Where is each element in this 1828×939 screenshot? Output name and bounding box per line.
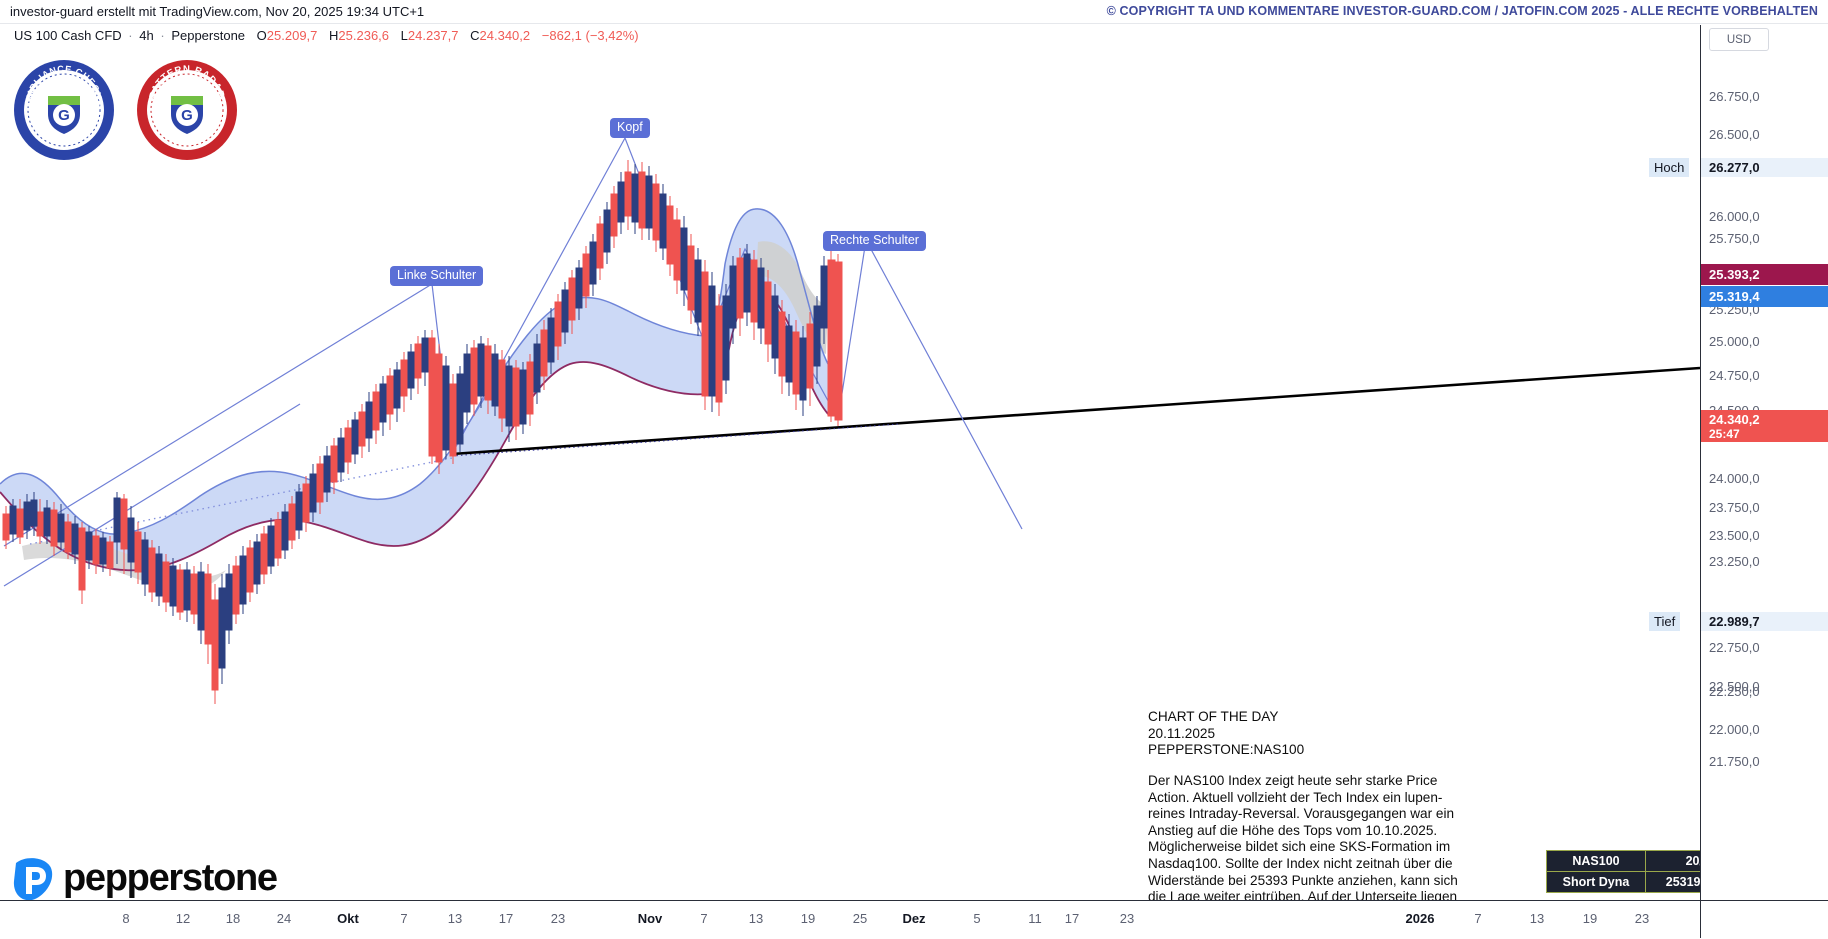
time-tick: 19 xyxy=(1582,911,1598,926)
price-tick: 25.750,0 xyxy=(1709,231,1760,246)
time-tick: Okt xyxy=(337,911,359,926)
shield-icon: G xyxy=(48,96,80,134)
legend-symbol[interactable]: US 100 Cash CFD xyxy=(14,28,122,43)
svg-text:G: G xyxy=(181,107,193,124)
legend-high-label: H xyxy=(329,28,339,43)
time-tick: 23 xyxy=(1119,911,1135,926)
legend-open-label: O xyxy=(256,28,267,43)
currency-chip: USD xyxy=(1709,28,1769,51)
price-tick: 24.750,0 xyxy=(1709,368,1760,383)
price-tick: 25.000,0 xyxy=(1709,334,1760,349)
price-tick: 22.000,0 xyxy=(1709,722,1760,737)
price-tick: 22.500,0 xyxy=(1709,679,1760,694)
legend-low-label: L xyxy=(400,28,408,43)
time-tick: 5 xyxy=(973,911,981,926)
legend-low-value: 24.237,7 xyxy=(407,28,459,43)
svg-text:G: G xyxy=(58,107,70,124)
high-marker-chip: Hoch xyxy=(1649,158,1690,177)
time-tick: 7 xyxy=(700,911,708,926)
price-tick: 26.750,0 xyxy=(1709,89,1760,104)
projection-path xyxy=(837,238,1023,530)
time-tick: Dez xyxy=(902,911,926,926)
price-tick: 26.000,0 xyxy=(1709,209,1760,224)
legend-interval[interactable]: 4h xyxy=(139,28,154,43)
time-tick: 18 xyxy=(225,911,241,926)
time-tick: 7 xyxy=(1474,911,1482,926)
support-trendline xyxy=(451,366,1700,456)
info-instrument: NAS100 xyxy=(1547,851,1646,872)
time-tick: 13 xyxy=(748,911,764,926)
chart-legend[interactable]: US 100 Cash CFD · 4h · Pepperstone O25.2… xyxy=(14,28,639,43)
time-tick: 2026 xyxy=(1405,911,1435,926)
shield-icon: G xyxy=(171,96,203,134)
price-tick: 21.750,0 xyxy=(1709,754,1760,769)
time-tick: 19 xyxy=(800,911,816,926)
channel-upper-line xyxy=(3,283,433,547)
low-marker-chip: Tief xyxy=(1649,612,1681,631)
low-marker: 22.989,7 xyxy=(1701,612,1828,631)
time-tick: 23 xyxy=(1634,911,1650,926)
pepperstone-mark-icon xyxy=(13,858,53,901)
legend-close-value: 24.340,2 xyxy=(479,28,531,43)
support-trendline-dotted xyxy=(451,423,901,457)
time-tick: 12 xyxy=(175,911,191,926)
time-tick: Nov xyxy=(637,911,663,926)
legend-open-value: 25.209,7 xyxy=(266,28,318,43)
pattern-label-linke-schulter[interactable]: Linke Schulter xyxy=(390,266,484,286)
channel-dotted-line xyxy=(29,457,453,545)
last-price-label-value: 24.340,2 xyxy=(1709,411,1760,427)
badge-compliance-checked: COMPLIANCE CHECKED INVESTOR-GUARD G xyxy=(12,58,116,162)
time-tick: 24 xyxy=(276,911,292,926)
price-tick: 26.500,0 xyxy=(1709,127,1760,142)
channel-lower-line xyxy=(3,403,301,587)
time-tick: 7 xyxy=(400,911,408,926)
pepperstone-logo: pepperstone xyxy=(12,855,278,901)
commentary-heading: CHART OF THE DAY 20.11.2025 PEPPERSTONE:… xyxy=(1148,709,1305,758)
support-label-value: 25.319,4 xyxy=(1709,288,1760,304)
attribution-text: investor-guard erstellt mit TradingView.… xyxy=(10,4,425,19)
pattern-label-rechte-schulter[interactable]: Rechte Schulter xyxy=(823,231,926,251)
header-divider xyxy=(0,23,1828,24)
price-tick: 23.750,0 xyxy=(1709,500,1760,515)
legend-sep-1: · xyxy=(128,28,133,43)
info-signal: Short Dyna xyxy=(1547,871,1646,892)
high-marker: 26.277,0 xyxy=(1701,158,1828,177)
price-tick: 22.250,0 xyxy=(1709,684,1760,699)
legend-change: −862,1 (−3,42%) xyxy=(541,28,639,43)
candlestick-series xyxy=(2,160,843,704)
time-tick: 23 xyxy=(550,911,566,926)
axis-corner-divider xyxy=(1700,901,1701,938)
time-tick: 17 xyxy=(498,911,514,926)
resistance-label-value: 25.393,2 xyxy=(1709,266,1760,282)
support-label: 25.319,4 xyxy=(1701,285,1828,307)
price-tick: 23.250,0 xyxy=(1709,554,1760,569)
time-axis[interactable]: 8 12 18 24 Okt 7 13 17 23 Nov 7 13 19 25 Dez 5 11 17 23 202… xyxy=(0,900,1828,938)
price-tick: 23.500,0 xyxy=(1709,528,1760,543)
badge-outer-scallop xyxy=(14,60,114,160)
last-price-label: 24.340,2 25:47 xyxy=(1701,410,1828,442)
pattern-label-kopf[interactable]: Kopf xyxy=(610,118,650,138)
legend-exchange: Pepperstone xyxy=(171,28,246,43)
price-axis[interactable]: USD 26.750,026.500,026.000,025.750,025.5… xyxy=(1649,25,1828,900)
last-price-label-countdown: 25:47 xyxy=(1709,426,1740,441)
legend-sep-2: · xyxy=(160,28,165,43)
price-tick: 24.000,0 xyxy=(1709,471,1760,486)
copyright-text: © COPYRIGHT TA UND KOMMENTARE INVESTOR-G… xyxy=(1106,4,1818,18)
chart-plot-area[interactable]: Linke Schulter Kopf Rechte Schulter xyxy=(0,44,1700,900)
time-tick: 25 xyxy=(852,911,868,926)
legend-close-label: C xyxy=(470,28,480,43)
time-tick: 8 xyxy=(122,911,130,926)
legend-high-value: 25.236,6 xyxy=(338,28,390,43)
time-tick: 11 xyxy=(1028,911,1042,926)
pepperstone-wordmark: pepperstone xyxy=(63,856,278,899)
time-tick: 13 xyxy=(447,911,463,926)
resistance-label: 25.393,2 xyxy=(1701,263,1828,285)
badge-pattern-radar: PATTERN RADAR UPPER REVERSAL G xyxy=(135,58,239,162)
time-tick: 13 xyxy=(1529,911,1545,926)
time-tick: 17 xyxy=(1064,911,1080,926)
price-tick: 22.750,0 xyxy=(1709,640,1760,655)
